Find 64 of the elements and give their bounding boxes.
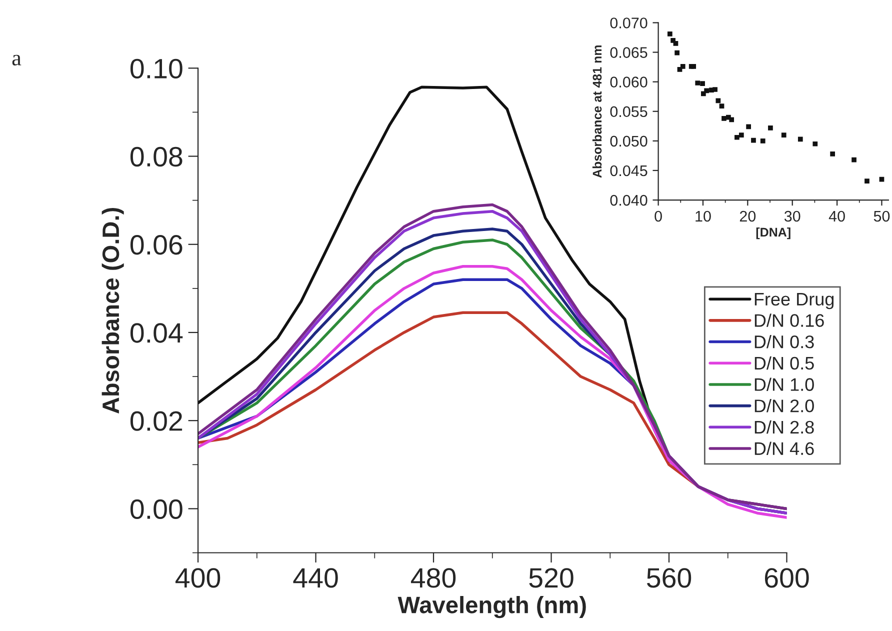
- y-tick-label: 0.055: [610, 106, 648, 118]
- x-tick-label: 30: [784, 210, 800, 222]
- x-tick-label: 40: [828, 210, 845, 222]
- x-tick-label: 10: [696, 210, 711, 222]
- x-tick-label: 600: [764, 568, 809, 588]
- x-tick-label: 520: [529, 568, 574, 588]
- point: [716, 98, 721, 104]
- x-axis-title: Wavelength (nm): [398, 596, 586, 618]
- point: [879, 176, 884, 182]
- point: [864, 178, 870, 184]
- x-tick-label: 400: [175, 568, 220, 588]
- point: [691, 64, 696, 69]
- x-tick-label: 440: [293, 568, 338, 588]
- point: [712, 87, 718, 92]
- point: [746, 124, 751, 130]
- x-tick-label: 20: [740, 210, 756, 222]
- point: [680, 64, 686, 69]
- point: [781, 132, 786, 138]
- legend-label: D/N 0.5: [754, 356, 814, 370]
- point: [700, 81, 705, 86]
- point: [830, 151, 836, 156]
- point: [722, 116, 726, 121]
- y-tick-label: 0.060: [610, 76, 648, 88]
- point: [768, 125, 773, 130]
- x-axis-title: [DNA]: [756, 227, 790, 240]
- y-tick-label: 0.06: [130, 235, 182, 255]
- point: [812, 141, 818, 146]
- legend-label: D/N 2.0: [754, 399, 814, 412]
- y-tick-label: 0.045: [610, 165, 648, 176]
- point: [695, 80, 700, 86]
- legend-label: D/N 0.3: [754, 335, 814, 348]
- point: [673, 40, 678, 46]
- y-tick-label: 0.04: [130, 323, 183, 343]
- y-tick-label: 0.065: [610, 47, 648, 58]
- y-tick-label: 0.02: [130, 411, 182, 431]
- point: [729, 117, 734, 122]
- x-tick-label: 0: [654, 210, 662, 222]
- point: [734, 134, 740, 140]
- y-tick-label: 0.050: [610, 136, 648, 147]
- legend-label: D/N 2.8: [754, 420, 814, 434]
- y-tick-label: 0.070: [610, 18, 648, 28]
- point: [719, 104, 724, 108]
- point: [738, 132, 744, 138]
- point: [674, 50, 680, 56]
- legend-label: D/N 4.6: [754, 442, 814, 455]
- y-tick-label: 0.040: [610, 194, 648, 206]
- x-tick-label: 560: [646, 568, 692, 588]
- legend-label: D/N 1.0: [754, 378, 814, 391]
- y-axis-title: Absorbance (O.D.): [102, 208, 124, 414]
- text: a: [12, 54, 22, 66]
- point: [852, 157, 856, 162]
- y-tick-label: 0.08: [130, 146, 182, 167]
- point: [760, 138, 766, 144]
- y-axis-title: Absorbance at 481 nm: [592, 45, 602, 178]
- point: [798, 136, 803, 142]
- point: [667, 32, 672, 36]
- point: [704, 88, 709, 94]
- x-tick-label: 480: [410, 568, 456, 588]
- y-tick-label: 0.10: [130, 58, 182, 78]
- x-tick-label: 50: [874, 210, 890, 222]
- y-tick-label: 0.00: [130, 499, 182, 520]
- point: [751, 138, 756, 143]
- legend-label: Free Drug: [754, 292, 834, 310]
- legend-label: D/N 0.16: [754, 314, 824, 327]
